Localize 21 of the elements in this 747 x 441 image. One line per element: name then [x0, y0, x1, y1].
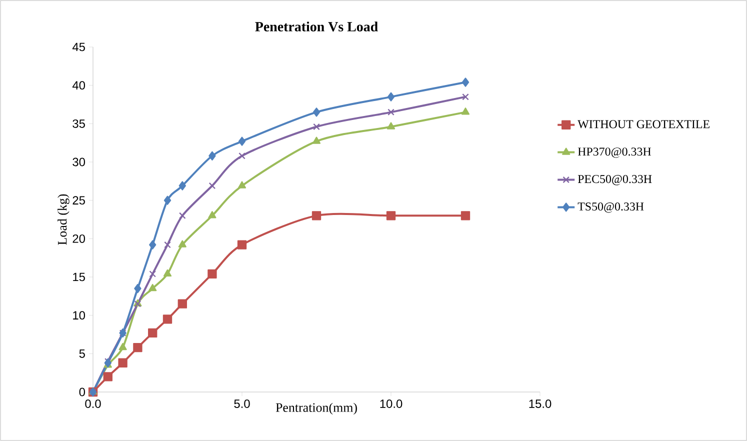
x-tick-label: 15.0 — [529, 400, 552, 408]
y-tick-label: 25 — [72, 196, 85, 205]
x-tick-label: 10.0 — [380, 400, 402, 408]
legend-label: HP370@0.33H — [578, 148, 652, 158]
y-tick-label: 35 — [72, 119, 85, 128]
y-tick-label: 0 — [79, 388, 86, 396]
y-tick-label: 10 — [73, 311, 86, 320]
x-tick-label: 5.0 — [234, 400, 250, 408]
chart-title: Penetration Vs Load — [255, 22, 378, 32]
legend-label: WITHOUT GEOTEXTILE — [578, 120, 710, 128]
y-tick-label: 5 — [79, 350, 85, 358]
y-tick-label: 30 — [72, 158, 86, 166]
x-axis-title: Pentration(mm) — [276, 402, 357, 415]
x-tick-label: 0.0 — [85, 400, 101, 408]
legend-label: PEC50@0.33H — [578, 175, 652, 186]
y-axis-title: Load (kg) — [58, 194, 70, 245]
y-tick-label: 20 — [72, 234, 86, 243]
legend-label: TS50@0.33H — [578, 202, 644, 213]
y-tick-label: 40 — [72, 81, 86, 90]
y-tick-label: 15 — [73, 272, 85, 282]
y-tick-label: 45 — [72, 42, 85, 52]
